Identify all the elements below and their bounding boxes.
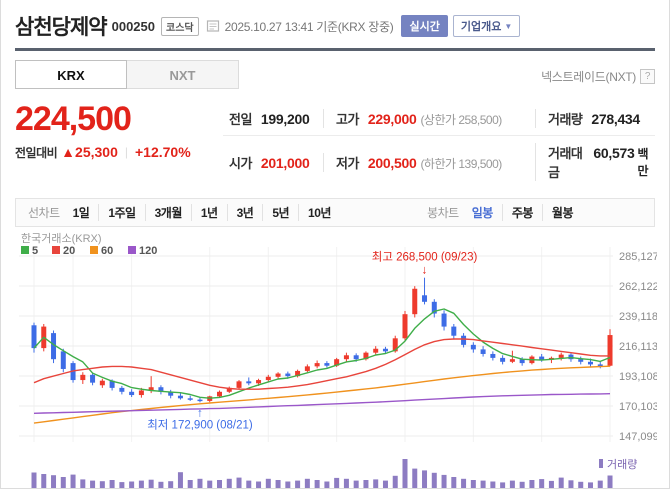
nxt-label: 넥스트레이드(NXT) ? <box>541 68 655 89</box>
svg-text:60: 60 <box>101 245 113 257</box>
lower-limit: (하한가 139,500) <box>420 156 502 171</box>
price-summary-table: 전일 199,200 고가 229,000 (상한가 258,500) 거래량 … <box>223 102 655 188</box>
price-change-row: 전일대비 ▲ 25,300 | +12.70% <box>15 144 223 161</box>
svg-text:285,127: 285,127 <box>619 251 657 263</box>
open-label: 시가 <box>229 155 252 171</box>
low-value: 200,500 <box>367 154 417 171</box>
svg-text:170,103: 170,103 <box>619 401 657 413</box>
svg-text:한국거래소(KRX): 한국거래소(KRX) <box>21 232 102 245</box>
help-icon[interactable]: ? <box>640 69 655 84</box>
gridlines: 285,127 262,122 239,118 216,113 193,108 170,1… <box>19 247 659 443</box>
svg-text:최저 172,900 (08/21): 최저 172,900 (08/21) <box>147 418 253 431</box>
high-cell: 고가 229,000 (상한가 258,500) <box>323 109 535 128</box>
market-badge: 코스닥 <box>161 16 199 36</box>
svg-text:최고 268,500 (09/23): 최고 268,500 (09/23) <box>372 251 478 264</box>
svg-text:216,113: 216,113 <box>619 341 657 353</box>
chart-period-bar: 선차트 1일 1주일 3개월 1년 3년 5년 10년 봉차트 일봉 주봉 월봉 <box>15 198 655 227</box>
change-label: 전일대비 <box>15 145 58 160</box>
prev-close-value: 199,200 <box>260 111 310 127</box>
volume-bars: 07/2808/0108/1208/2209/0109/1009/1909/30… <box>31 458 637 488</box>
open-value: 201,000 <box>260 154 310 171</box>
candles <box>31 277 613 403</box>
volume-label: 거래량 <box>548 112 583 127</box>
amount-cell: 거래대금 60,573 백만 <box>535 143 655 181</box>
stock-chart-svg: 285,127 262,122 239,118 216,113 193,108 170,1… <box>19 232 659 488</box>
chart-area: 285,127 262,122 239,118 216,113 193,108 170,1… <box>15 231 659 488</box>
candle-chart-label: 봉차트 <box>427 206 459 220</box>
line-chart-label: 선차트 <box>28 206 60 220</box>
low-label: 저가 <box>336 155 359 171</box>
period-10year[interactable]: 10년 <box>298 204 340 221</box>
realtime-button[interactable]: 실시간 <box>401 15 448 37</box>
svg-text:120: 120 <box>139 245 157 257</box>
summary-row-1: 전일 199,200 고가 229,000 (상한가 258,500) 거래량 … <box>223 102 655 136</box>
prev-close-label: 전일 <box>229 112 252 127</box>
svg-text:147,099: 147,099 <box>619 431 657 443</box>
stock-name: 삼천당제약 <box>15 16 108 39</box>
timestamp-value: 2025.10.27 13:41 <box>224 19 314 34</box>
candle-weekly[interactable]: 주봉 <box>501 204 542 221</box>
candle-chart-group: 봉차트 일봉 주봉 월봉 <box>427 204 582 221</box>
chevron-down-icon: ▼ <box>504 21 513 31</box>
tabs-row: KRX NXT 넥스트레이드(NXT) ? <box>15 60 655 89</box>
period-5year[interactable]: 5년 <box>262 204 298 221</box>
ma-lines <box>33 308 611 424</box>
header: 삼천당제약 000250 코스닥 2025.10.27 13:41 기준(KRX… <box>1 0 669 48</box>
open-cell: 시가 201,000 <box>223 153 323 172</box>
volume-value: 278,434 <box>591 111 640 127</box>
timestamp: 2025.10.27 13:41 기준(KRX 장중) <box>225 18 394 35</box>
amount-value: 60,573 <box>593 145 635 161</box>
high-label: 고가 <box>336 112 359 127</box>
line-chart-group: 선차트 1일 1주일 3개월 1년 3년 5년 10년 <box>28 204 427 221</box>
low-cell: 저가 200,500 (하한가 139,500) <box>323 152 535 172</box>
price-section: 224,500 전일대비 ▲ 25,300 | +12.70% 전일 199,2… <box>1 89 669 196</box>
period-1year[interactable]: 1년 <box>190 204 227 221</box>
candle-daily[interactable]: 일봉 <box>471 206 494 220</box>
period-3month[interactable]: 3개월 <box>144 204 191 221</box>
current-price: 224,500 <box>15 100 132 138</box>
tab-krx[interactable]: KRX <box>15 60 127 89</box>
change-divider: | <box>124 145 128 160</box>
candle-monthly[interactable]: 월봉 <box>541 204 582 221</box>
company-overview-label: 기업개요 <box>460 21 502 33</box>
svg-text:193,108: 193,108 <box>619 371 657 383</box>
period-3year[interactable]: 3년 <box>226 204 263 221</box>
svg-text:262,122: 262,122 <box>619 281 657 293</box>
svg-text:20: 20 <box>63 245 75 257</box>
svg-text:↑: ↑ <box>197 405 203 419</box>
company-overview-button[interactable]: 기업개요 ▼ <box>452 15 521 37</box>
up-arrow-icon: ▲ <box>61 144 76 161</box>
summary-row-2: 시가 201,000 저가 200,500 (하한가 139,500) 거래대금… <box>223 136 655 188</box>
svg-text:↓: ↓ <box>422 263 428 277</box>
chart-doc-icon <box>206 19 220 33</box>
amount-label: 거래대금 <box>548 146 583 180</box>
tab-nxt[interactable]: NXT <box>127 60 239 89</box>
header-divider <box>15 48 655 51</box>
timestamp-suffix: 기준(KRX 장중) <box>316 19 394 34</box>
volume-cell: 거래량 278,434 <box>535 109 655 128</box>
period-1week[interactable]: 1주일 <box>98 204 144 221</box>
svg-text:239,118: 239,118 <box>619 311 657 323</box>
svg-text:거래량: 거래량 <box>607 458 637 471</box>
period-1day[interactable]: 1일 <box>72 206 90 220</box>
change-percent: +12.70% <box>134 144 191 161</box>
current-price-block: 224,500 전일대비 ▲ 25,300 | +12.70% <box>15 102 223 188</box>
high-value: 229,000 <box>367 111 417 127</box>
chart-annotations: 최고 268,500 (09/23)↓ ↑최저 172,900 (08/21) <box>147 251 477 432</box>
change-value: 25,300 <box>75 144 118 161</box>
nxt-link-text: 넥스트레이드(NXT) <box>541 70 636 84</box>
svg-text:5: 5 <box>32 245 38 257</box>
stock-code: 000250 <box>111 18 155 34</box>
amount-unit: 백만 <box>637 147 649 178</box>
prev-close-cell: 전일 199,200 <box>223 109 323 128</box>
upper-limit: (상한가 258,500) <box>420 113 502 127</box>
chart-legend: 한국거래소(KRX)5 20 60 120 <box>21 232 157 257</box>
